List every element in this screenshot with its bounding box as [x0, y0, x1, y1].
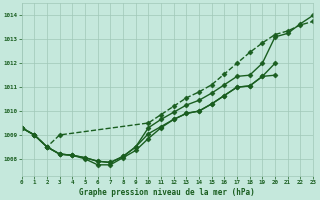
X-axis label: Graphe pression niveau de la mer (hPa): Graphe pression niveau de la mer (hPa)	[79, 188, 255, 197]
